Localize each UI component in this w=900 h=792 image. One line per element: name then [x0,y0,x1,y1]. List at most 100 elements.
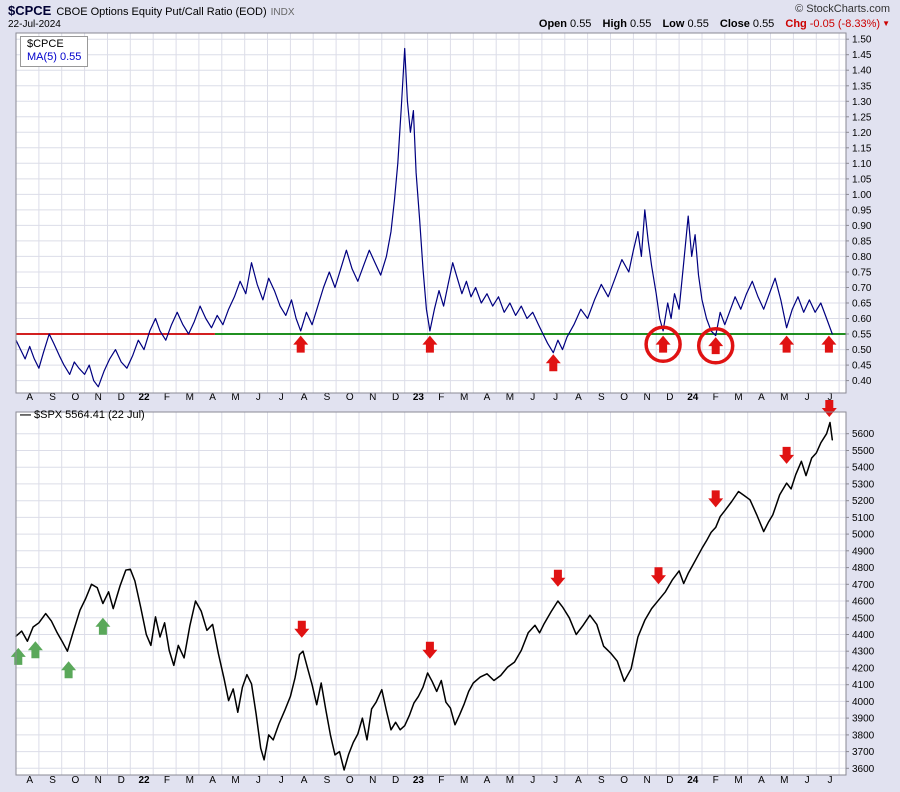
svg-text:M: M [460,392,468,403]
svg-text:5000: 5000 [852,530,875,541]
quote-low-value: 0.55 [687,18,709,30]
svg-text:A: A [26,392,33,403]
svg-text:1.40: 1.40 [852,66,872,77]
svg-text:4400: 4400 [852,630,875,641]
svg-text:F: F [164,775,170,786]
svg-text:1.50: 1.50 [852,35,872,46]
svg-text:J: J [256,392,261,403]
svg-text:J: J [279,392,284,403]
svg-text:1.15: 1.15 [852,143,872,154]
svg-text:4100: 4100 [852,680,875,691]
svg-text:N: N [95,392,102,403]
svg-text:J: J [553,775,558,786]
svg-text:4700: 4700 [852,580,875,591]
svg-text:J: J [805,392,810,403]
svg-text:F: F [438,392,444,403]
svg-text:1.35: 1.35 [852,81,872,92]
svg-text:A: A [758,392,765,403]
svg-text:J: J [553,392,558,403]
svg-text:S: S [598,775,605,786]
svg-text:M: M [231,392,239,403]
spx-legend: — $SPX 5564.41 (22 Jul) [20,409,145,421]
svg-text:4300: 4300 [852,647,875,658]
svg-text:4500: 4500 [852,613,875,624]
svg-text:D: D [118,775,125,786]
svg-text:J: J [279,775,284,786]
svg-text:S: S [49,392,56,403]
quote-open-label: Open [538,18,568,30]
quote-bar: Open 0.55 High 0.55 Low 0.55 Close 0.55 Chg -… [531,18,890,30]
svg-text:M: M [506,775,514,786]
svg-text:S: S [598,392,605,403]
svg-text:N: N [643,775,650,786]
svg-text:N: N [95,775,102,786]
svg-text:A: A [575,775,582,786]
svg-text:5200: 5200 [852,496,875,507]
legend-cpce-symbol: $CPCE [27,38,64,50]
svg-text:0.85: 0.85 [852,236,872,247]
svg-text:0.40: 0.40 [852,376,872,387]
quote-open-value: 0.55 [570,18,592,30]
svg-text:A: A [484,775,491,786]
svg-text:S: S [49,775,56,786]
spx-line-sample-icon: — [20,409,31,421]
svg-text:M: M [780,392,788,403]
svg-text:O: O [346,775,354,786]
svg-text:4600: 4600 [852,597,875,608]
svg-text:D: D [392,392,399,403]
svg-text:5100: 5100 [852,513,875,524]
svg-text:0.75: 0.75 [852,268,872,279]
svg-text:D: D [666,392,673,403]
quote-chg-label: Chg [785,18,807,30]
symbol: $CPCE [8,3,52,18]
svg-text:0.80: 0.80 [852,252,872,263]
svg-text:3700: 3700 [852,747,875,758]
svg-text:1.20: 1.20 [852,128,872,139]
svg-text:N: N [643,392,650,403]
svg-text:S: S [324,392,331,403]
svg-text:J: J [530,775,535,786]
svg-text:O: O [620,775,628,786]
svg-text:4800: 4800 [852,563,875,574]
svg-text:A: A [26,775,33,786]
svg-text:1.45: 1.45 [852,50,872,61]
svg-text:23: 23 [413,775,425,786]
svg-text:O: O [72,775,80,786]
svg-text:F: F [713,392,719,403]
chart-header: $CPCE CBOE Options Equity Put/Call Ratio … [8,3,295,18]
svg-text:5500: 5500 [852,446,875,457]
svg-text:5300: 5300 [852,479,875,490]
svg-text:4000: 4000 [852,697,875,708]
change-down-triangle-icon: ▼ [882,19,890,28]
svg-text:M: M [734,392,742,403]
svg-text:N: N [369,392,376,403]
svg-text:1.25: 1.25 [852,112,872,123]
svg-text:5600: 5600 [852,429,875,440]
svg-text:1.00: 1.00 [852,190,872,201]
svg-text:D: D [118,392,125,403]
chart-date: 22-Jul-2024 [8,19,61,30]
quote-close-value: 0.55 [752,18,775,30]
svg-text:J: J [530,392,535,403]
svg-text:A: A [301,775,308,786]
svg-text:24: 24 [687,775,699,786]
svg-text:O: O [72,392,80,403]
exchange-label: INDX [270,7,295,18]
svg-text:A: A [209,392,216,403]
svg-text:3600: 3600 [852,764,875,775]
svg-text:O: O [346,392,354,403]
quote-close-label: Close [719,18,750,30]
svg-text:A: A [575,392,582,403]
svg-text:M: M [231,775,239,786]
cpce-chart: 1.50 1.45 1.40 1.35 1.30 1.25 1.20 1.15 1.10 1.05… [15,32,872,403]
svg-text:0.50: 0.50 [852,345,872,356]
svg-text:0.45: 0.45 [852,361,872,372]
svg-text:D: D [666,775,673,786]
svg-text:0.65: 0.65 [852,299,872,310]
svg-text:3900: 3900 [852,714,875,725]
cpce-legend: $CPCE MA(5) 0.55 [20,36,89,67]
symbol-description: CBOE Options Equity Put/Call Ratio (EOD) [56,6,267,18]
svg-text:0.95: 0.95 [852,205,872,216]
svg-text:5400: 5400 [852,463,875,474]
